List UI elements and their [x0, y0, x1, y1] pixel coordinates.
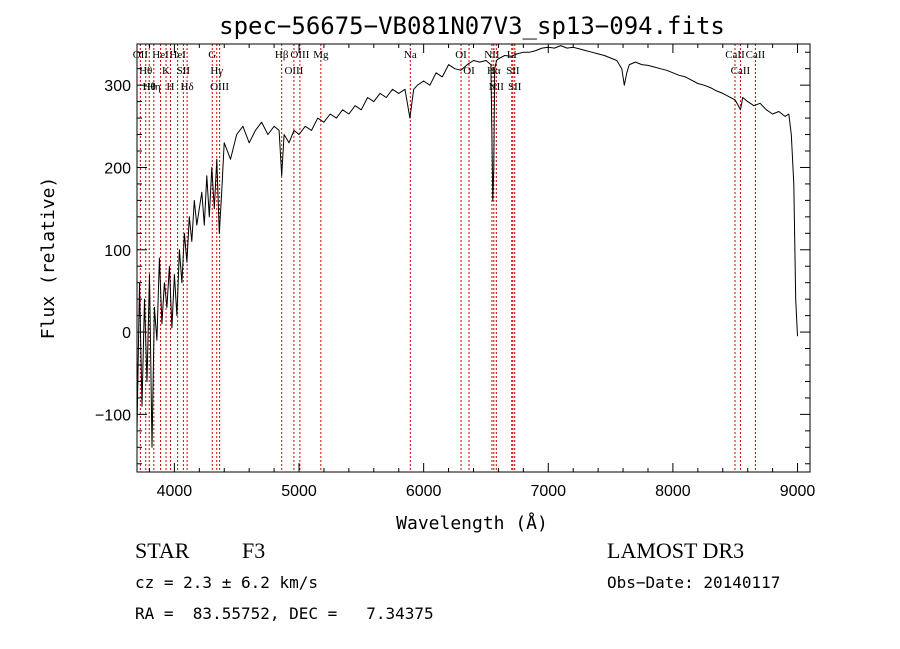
x-tick-label: 8000	[655, 483, 691, 500]
spectrum-line	[137, 45, 798, 448]
chart-title: spec−56675−VB081N07V3_sp13−094.fits	[219, 12, 725, 40]
line-marker-label: HeI	[169, 49, 186, 61]
object-class: STAR	[135, 538, 190, 563]
line-marker-label: Hα	[487, 65, 501, 77]
y-tick-label: 200	[104, 160, 131, 177]
line-marker-label: OIII	[210, 81, 229, 93]
y-tick-label: 0	[122, 325, 131, 342]
line-marker-label: Na	[404, 49, 417, 61]
line-marker-label: OIII	[290, 49, 309, 61]
line-marker-label: OIII	[284, 65, 303, 77]
line-marker-label: OI	[463, 65, 475, 77]
y-tick-label: 100	[104, 243, 131, 260]
line-marker-label: Li	[507, 49, 517, 61]
line-marker-label: SII	[508, 81, 522, 93]
obs-date: Obs−Date: 20140117	[607, 573, 781, 592]
x-axis-label: Wavelength (Å)	[396, 512, 548, 534]
redshift-cz: cz = 2.3 ± 6.2 km/s	[135, 573, 319, 592]
line-marker-label: OI	[455, 49, 467, 61]
emission-line-markers	[139, 44, 756, 472]
x-tick-label: 5000	[281, 483, 317, 500]
line-marker-label: CaII	[731, 65, 751, 77]
x-tick-label: 9000	[780, 483, 816, 500]
x-tick-label: 6000	[406, 483, 442, 500]
line-marker-label: Hη	[147, 81, 161, 93]
y-axis-ticks: −100 0 100 200 300	[95, 51, 810, 465]
ra-dec: RA = 83.55752, DEC = 7.34375	[135, 604, 434, 623]
line-marker-label: NII	[489, 81, 505, 93]
line-marker-label: G	[208, 49, 216, 61]
survey-name: LAMOST DR3	[607, 538, 745, 563]
line-marker-label: Mg	[313, 49, 329, 61]
y-axis-label: Flux (relative)	[38, 177, 59, 340]
line-marker-label: HeI	[152, 49, 169, 61]
x-axis-ticks: 4000 5000 6000 7000 8000 9000	[148, 44, 816, 500]
line-marker-label: NII	[484, 49, 500, 61]
line-marker-label: Hγ	[210, 65, 223, 77]
plot-frame	[136, 43, 811, 473]
line-marker-label: Hθ	[143, 81, 156, 93]
line-marker-label: OII	[133, 49, 149, 61]
x-tick-label: 4000	[157, 483, 193, 500]
line-marker-label: K	[162, 65, 170, 77]
x-tick-label: 7000	[530, 483, 566, 500]
line-marker-label: SII	[506, 65, 520, 77]
y-tick-label: 300	[104, 78, 131, 95]
line-marker-label: SII	[177, 65, 191, 77]
y-tick-label: −100	[95, 407, 131, 424]
line-marker-label: H	[167, 81, 175, 93]
line-marker-label: Hδ	[181, 81, 194, 93]
line-marker-label: CaII	[746, 49, 766, 61]
spectrum-series	[137, 45, 798, 448]
line-marker-label: Hβ	[275, 49, 289, 61]
line-marker-label: CaII	[725, 49, 745, 61]
line-marker-label: Hθ	[139, 65, 152, 77]
object-subclass: F3	[242, 538, 266, 563]
